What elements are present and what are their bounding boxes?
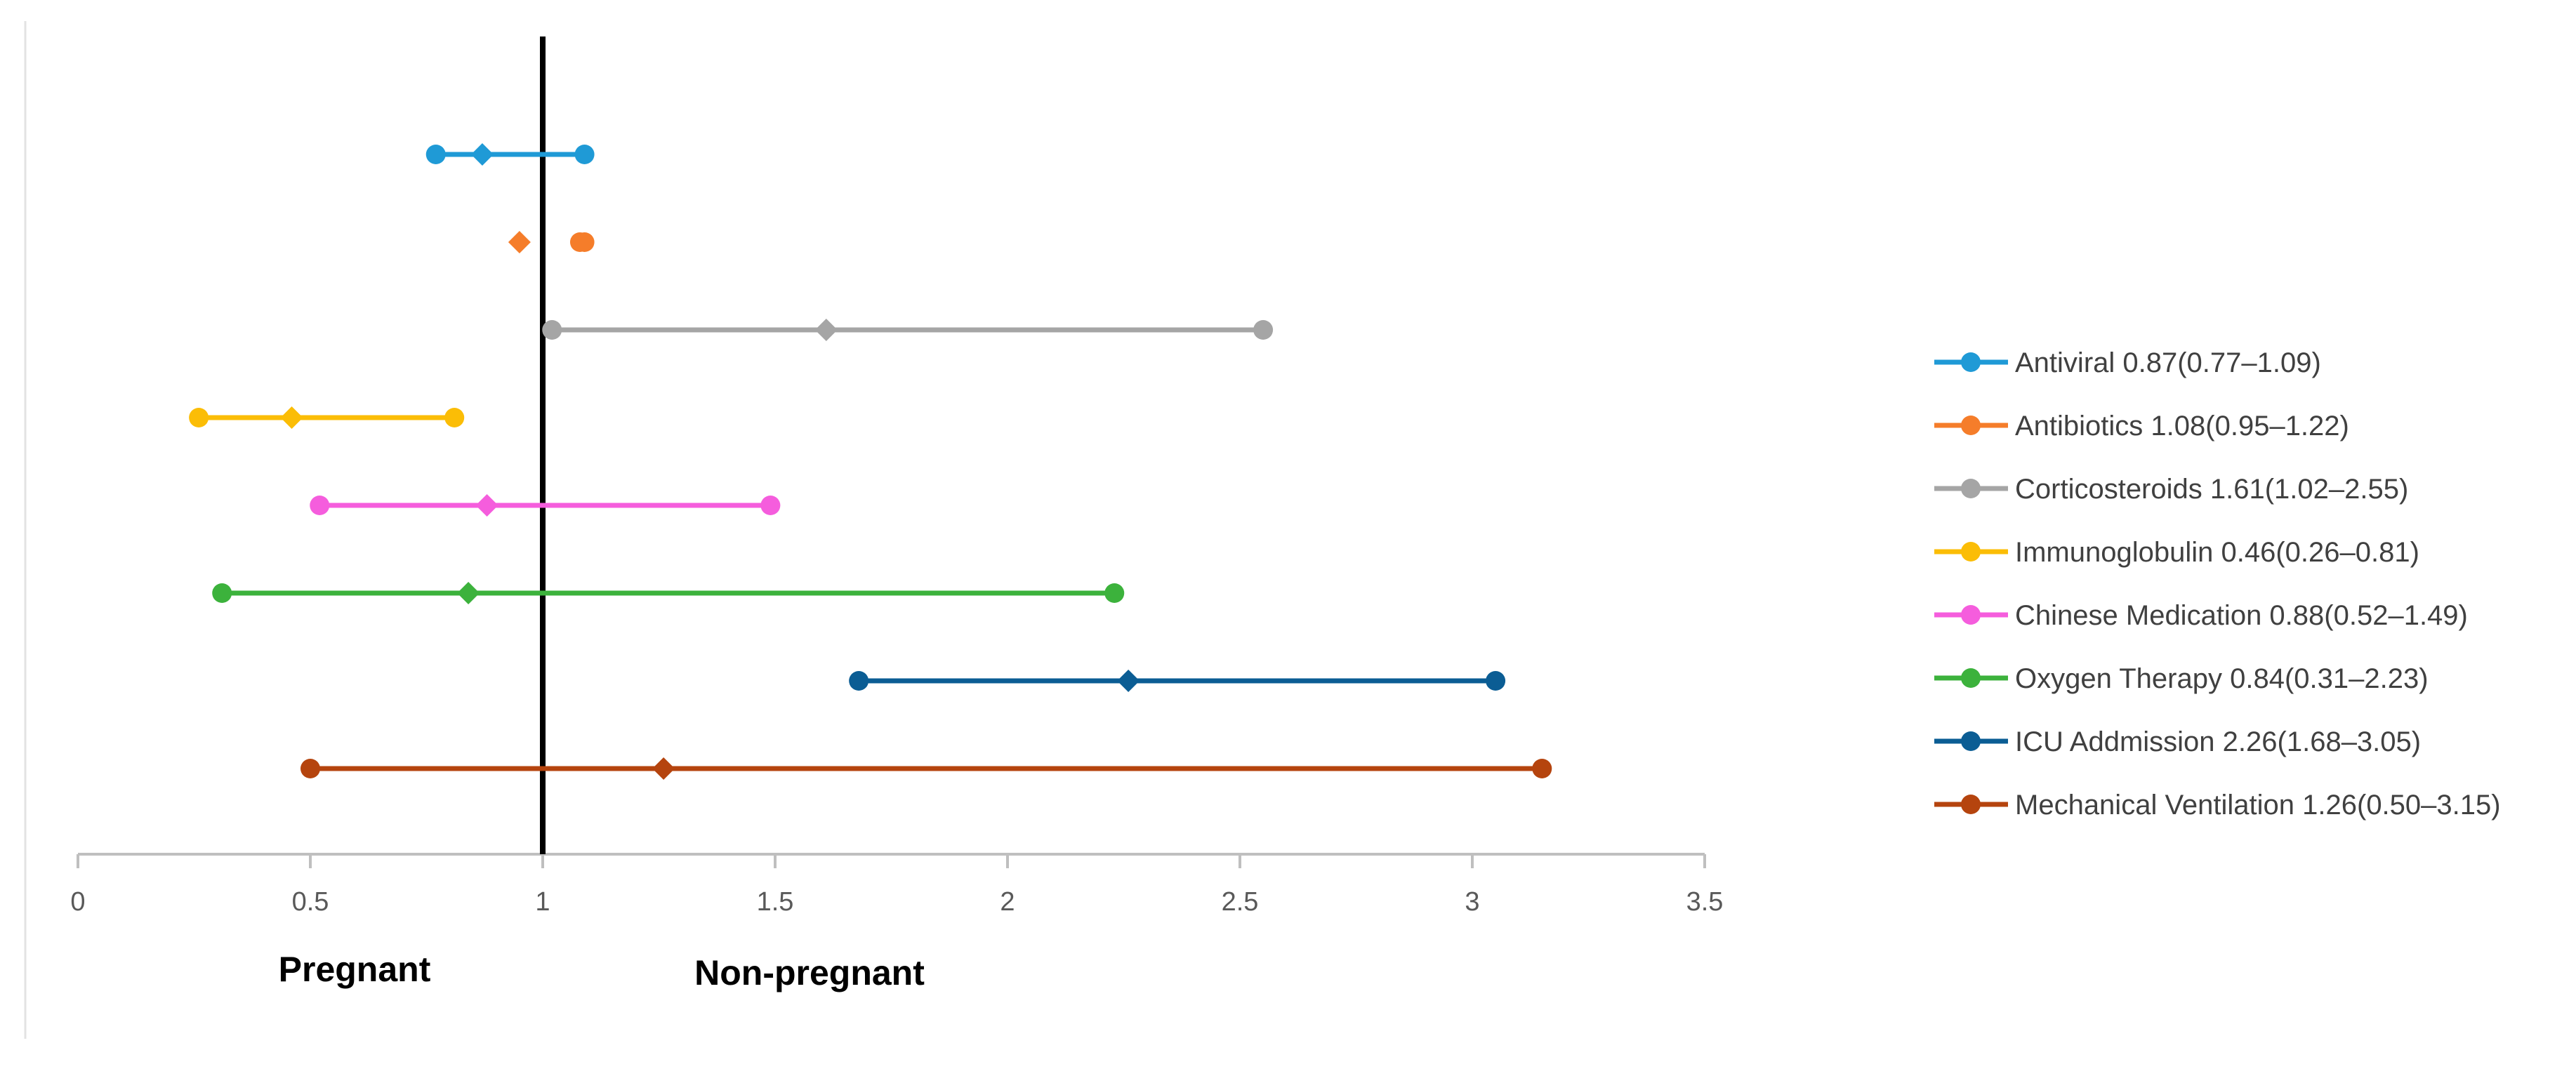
x-tick-label: 2.5 bbox=[1222, 887, 1259, 917]
ci-upper-point bbox=[574, 145, 595, 164]
ci-lower-point bbox=[300, 759, 320, 778]
legend-label: Immunoglobulin 0.46(0.26–0.81) bbox=[2015, 537, 2419, 568]
x-tick-label: 3 bbox=[1465, 887, 1479, 917]
ci-upper-point bbox=[1532, 759, 1552, 778]
side-labels: Pregnant Non-pregnant bbox=[279, 950, 925, 992]
ci-upper-point bbox=[574, 232, 595, 252]
legend-label: ICU Addmission 2.26(1.68–3.05) bbox=[2015, 726, 2421, 757]
legend-item: Immunoglobulin 0.46(0.26–0.81) bbox=[1934, 537, 2419, 568]
side-label-non-pregnant: Non-pregnant bbox=[694, 953, 925, 992]
legend-item: Antibiotics 1.08(0.95–1.22) bbox=[1934, 411, 2349, 441]
x-tick-label: 3.5 bbox=[1686, 887, 1724, 917]
x-tick-label: 2 bbox=[1000, 887, 1015, 917]
legend-item: ICU Addmission 2.26(1.68–3.05) bbox=[1934, 726, 2421, 757]
legend: Antiviral 0.87(0.77–1.09) Antibiotics 1.0… bbox=[1934, 347, 2501, 821]
legend-swatch-marker bbox=[1961, 542, 1981, 562]
x-tick-label: 0 bbox=[70, 887, 85, 917]
legend-swatch-marker bbox=[1961, 605, 1981, 625]
series-row bbox=[425, 143, 595, 166]
estimate-marker bbox=[814, 319, 838, 341]
series-row bbox=[310, 494, 781, 517]
ci-lower-point bbox=[310, 496, 330, 515]
x-tick-label: 1 bbox=[535, 887, 550, 917]
legend-swatch-marker bbox=[1961, 731, 1981, 751]
legend-swatch-marker bbox=[1961, 479, 1981, 498]
estimate-marker bbox=[475, 494, 498, 517]
estimate-marker bbox=[470, 143, 494, 166]
series-row bbox=[300, 757, 1552, 780]
legend-label: Oxygen Therapy 0.84(0.31–2.23) bbox=[2015, 663, 2429, 694]
x-axis: 0 0.5 1 1.5 2 2.5 3 3.5 bbox=[70, 853, 1724, 917]
series-row bbox=[508, 231, 595, 253]
legend-item: Mechanical Ventilation 1.26(0.50–3.15) bbox=[1934, 790, 2501, 821]
legend-label: Corticosteroids 1.61(1.02–2.55) bbox=[2015, 474, 2408, 505]
estimate-marker bbox=[280, 406, 303, 429]
ci-upper-point bbox=[1253, 320, 1274, 340]
ci-upper-point bbox=[760, 496, 781, 515]
legend-label: Mechanical Ventilation 1.26(0.50–3.15) bbox=[2015, 790, 2501, 821]
ci-lower-point bbox=[849, 671, 869, 691]
estimate-marker bbox=[652, 757, 675, 780]
legend-item: Corticosteroids 1.61(1.02–2.55) bbox=[1934, 474, 2408, 505]
series-row bbox=[189, 406, 465, 429]
estimate-marker bbox=[457, 582, 480, 604]
legend-item: Oxygen Therapy 0.84(0.31–2.23) bbox=[1934, 663, 2429, 694]
ci-lower-point bbox=[212, 583, 232, 603]
legend-swatch-marker bbox=[1961, 352, 1981, 372]
ci-lower-point bbox=[189, 408, 209, 427]
ci-upper-point bbox=[1486, 671, 1506, 691]
legend-label: Antiviral 0.87(0.77–1.09) bbox=[2015, 347, 2321, 378]
series-row bbox=[212, 582, 1125, 604]
series-row bbox=[542, 319, 1274, 341]
legend-item: Chinese Medication 0.88(0.52–1.49) bbox=[1934, 600, 2468, 631]
series-layer bbox=[189, 143, 1552, 780]
legend-label: Chinese Medication 0.88(0.52–1.49) bbox=[2015, 600, 2468, 631]
estimate-marker bbox=[508, 231, 531, 253]
series-row bbox=[849, 670, 1506, 692]
ci-upper-point bbox=[1104, 583, 1125, 603]
legend-swatch-marker bbox=[1961, 416, 1981, 435]
legend-swatch-marker bbox=[1961, 668, 1981, 688]
legend-swatch-marker bbox=[1961, 795, 1981, 814]
x-tick-label: 1.5 bbox=[757, 887, 794, 917]
x-tick-label: 0.5 bbox=[292, 887, 329, 917]
legend-label: Antibiotics 1.08(0.95–1.22) bbox=[2015, 411, 2349, 441]
side-label-pregnant: Pregnant bbox=[279, 950, 431, 989]
legend-item: Antiviral 0.87(0.77–1.09) bbox=[1934, 347, 2321, 378]
ci-lower-point bbox=[542, 320, 562, 340]
ci-upper-point bbox=[444, 408, 465, 427]
ci-lower-point bbox=[425, 145, 446, 164]
estimate-marker bbox=[1117, 670, 1140, 692]
